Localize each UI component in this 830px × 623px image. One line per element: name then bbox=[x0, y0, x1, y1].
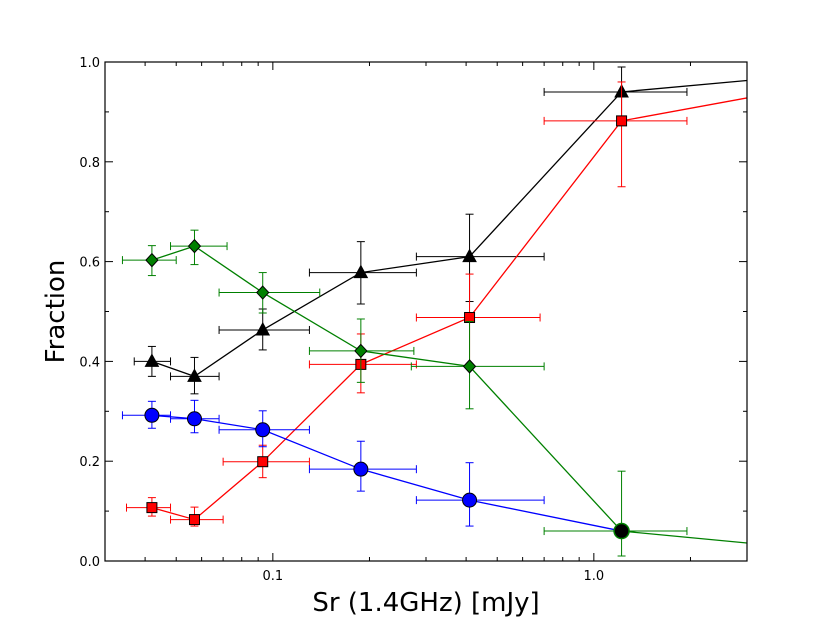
y-tick-label: 0.8 bbox=[79, 156, 100, 171]
black-triangles-marker bbox=[255, 321, 271, 336]
blue-circles-marker bbox=[255, 422, 271, 438]
green-diamonds-marker bbox=[145, 252, 159, 268]
red-squares-marker bbox=[146, 502, 158, 514]
blue-circles-line bbox=[151, 414, 622, 532]
y-axis-label: Fraction bbox=[41, 260, 71, 364]
green-diamonds-marker bbox=[256, 285, 270, 300]
x-axis-label: Sr (1.4GHz) [mJy] bbox=[312, 588, 539, 618]
blue-circles-marker bbox=[144, 407, 160, 423]
blue-circles-marker bbox=[462, 492, 478, 508]
y-tick-label: 0.0 bbox=[79, 555, 100, 570]
y-tick-label: 0.2 bbox=[79, 455, 100, 470]
green-diamonds-line bbox=[151, 245, 747, 544]
y-tick-label: 0.4 bbox=[79, 355, 100, 370]
green-diamonds-marker bbox=[187, 238, 202, 254]
series-green-diamonds bbox=[121, 229, 747, 557]
green-diamonds-marker bbox=[354, 343, 368, 359]
red-squares-marker bbox=[616, 115, 628, 127]
red-squares-line bbox=[151, 97, 747, 521]
black-triangles-line bbox=[151, 79, 747, 378]
series-layer bbox=[121, 66, 747, 557]
overlay-marker bbox=[613, 522, 630, 540]
series-black-triangles bbox=[133, 66, 747, 395]
black-triangles-marker bbox=[462, 248, 477, 263]
overlay-circle-marker bbox=[613, 522, 630, 540]
axis-ticks: 0.0 0.2 0.4 0.6 0.8 1.0 0.1 1.0 bbox=[79, 56, 747, 584]
black-triangles-marker bbox=[144, 353, 160, 367]
series-blue-circles bbox=[121, 399, 622, 532]
y-tick-label: 0.6 bbox=[79, 256, 100, 271]
red-squares-marker bbox=[257, 456, 269, 468]
blue-circles-marker bbox=[186, 411, 202, 427]
series-red-squares bbox=[125, 81, 747, 527]
plot-frame bbox=[104, 61, 748, 562]
x-tick-label: 0.1 bbox=[263, 569, 284, 584]
blue-circles-marker bbox=[353, 461, 369, 477]
green-diamonds-marker bbox=[462, 359, 477, 374]
black-triangles-marker bbox=[353, 264, 369, 279]
x-tick-label: 1.0 bbox=[584, 569, 605, 584]
red-squares-marker bbox=[188, 514, 200, 526]
black-triangles-marker bbox=[187, 368, 202, 382]
y-tick-label: 1.0 bbox=[79, 56, 100, 71]
